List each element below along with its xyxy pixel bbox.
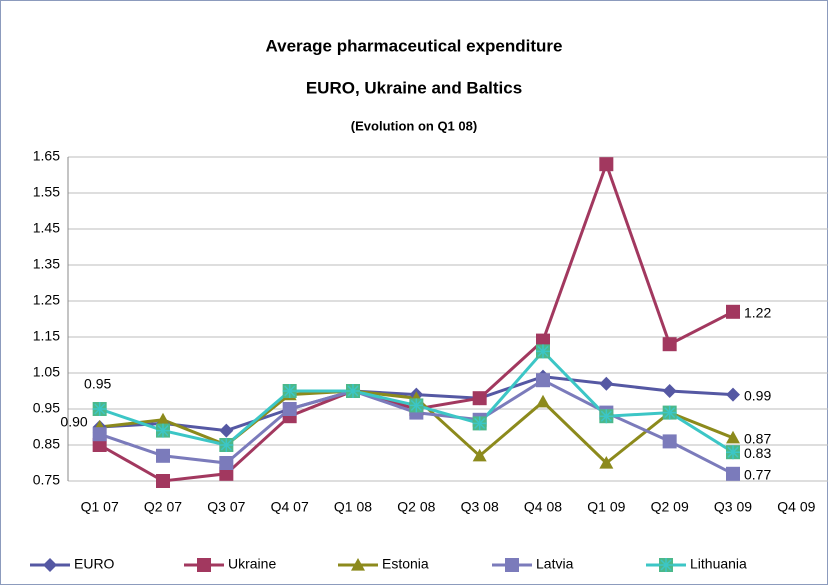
marker [536,373,550,388]
marker [505,558,519,572]
x-tick-label: Q2 08 [397,499,435,515]
marker [282,402,297,416]
data-label: 0.95 [84,376,111,392]
x-tick-label: Q4 08 [524,499,562,515]
chart-subtitle: EURO, Ukraine and Baltics [306,78,522,97]
y-tick-label: 0.75 [33,472,60,488]
marker [536,333,550,348]
marker [197,558,211,572]
marker-star [156,423,170,438]
legend-label: Lithuania [690,556,747,572]
chart-note: (Evolution on Q1 08) [351,118,477,133]
y-tick-label: 0.85 [33,436,60,452]
x-tick-label: Q3 09 [714,499,752,515]
x-tick-label: Q4 07 [271,499,309,515]
y-tick-label: 1.65 [33,148,60,164]
marker [43,558,57,572]
marker-star [409,398,424,413]
marker [536,394,550,408]
marker [726,430,740,444]
marker [156,412,170,426]
x-tick-label: Q2 07 [144,499,182,515]
marker [351,558,365,571]
marker-star [219,438,234,452]
x-tick-label: Q2 09 [651,499,689,515]
data-label: 0.83 [744,445,771,461]
marker [219,423,234,438]
marker-star [346,384,360,398]
chart-title: Average pharmaceutical expenditure [266,36,563,55]
marker [472,391,487,406]
marker [726,466,740,481]
marker [726,387,740,402]
x-tick-label: Q3 07 [207,499,245,515]
y-tick-label: 1.35 [33,256,60,272]
marker-star [659,558,673,572]
legend-label: Estonia [382,556,429,572]
x-tick-label: Q1 08 [334,499,372,515]
marker [662,384,677,398]
marker [219,466,234,481]
legend-label: EURO [74,556,115,572]
marker-star [599,409,614,424]
marker-star [92,402,107,416]
marker [219,456,234,470]
marker-star [282,384,297,398]
marker [726,304,740,319]
x-tick-label: Q4 09 [777,499,815,515]
y-tick-label: 1.15 [33,328,60,344]
x-tick-label: Q1 07 [81,499,119,515]
marker [599,376,614,391]
legend-label: Latvia [536,556,574,572]
marker [92,438,107,452]
y-tick-label: 1.55 [33,184,60,200]
data-label: 0.87 [744,431,771,447]
x-tick-label: Q1 09 [587,499,625,515]
x-tick-label: Q3 08 [461,499,499,515]
y-tick-label: 1.45 [33,220,60,236]
marker [92,427,107,442]
marker [662,434,677,449]
data-label: 0.99 [744,387,771,403]
marker-star [726,445,740,460]
y-tick-label: 1.05 [33,364,60,380]
marker [156,448,170,463]
marker [472,448,487,462]
data-label: 0.90 [60,414,87,430]
marker-star [536,344,550,359]
marker [156,474,170,488]
marker-star [662,405,677,420]
data-label: 1.22 [744,305,771,321]
marker [662,337,677,352]
y-tick-label: 0.95 [33,400,60,416]
marker [599,456,614,469]
marker-star [472,416,487,431]
data-label: 0.77 [744,467,771,483]
y-tick-label: 1.25 [33,292,60,308]
legend-label: Ukraine [228,556,276,572]
marker [599,157,614,172]
